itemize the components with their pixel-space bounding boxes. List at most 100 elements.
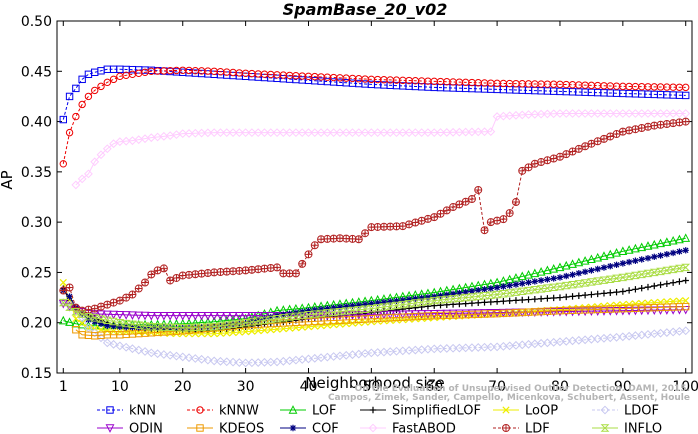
marker-hourglass [216, 322, 225, 330]
data-point-cof [110, 323, 117, 330]
data-point-cof [638, 256, 645, 263]
marker-cross [330, 235, 337, 242]
legend-label: LDOF [624, 404, 659, 419]
data-point-loop [273, 325, 281, 333]
data-point-cof [619, 260, 627, 267]
data-point-fastabod [291, 128, 301, 138]
data-point-inflo [668, 265, 678, 274]
data-point-knn [59, 115, 67, 124]
data-point-fastabod [486, 127, 496, 137]
marker-cross [261, 265, 268, 272]
data-point-loop [336, 320, 344, 328]
marker-hourglass [586, 278, 596, 286]
data-point-fastabod [530, 109, 540, 119]
marker-hourglass [436, 296, 445, 304]
data-point-ldf [505, 209, 514, 218]
data-point-ldof [593, 334, 603, 344]
data-point-inflo [272, 314, 282, 323]
data-point-cof [456, 289, 463, 297]
data-point-odin [159, 311, 169, 321]
data-point-ldof [505, 341, 515, 351]
marker-cross [317, 236, 325, 243]
marker-hourglass [643, 269, 653, 278]
data-point-odin [253, 311, 263, 321]
marker-hourglass [398, 300, 408, 309]
data-point-ldf [474, 185, 483, 194]
marker-cross [619, 128, 627, 135]
data-point-ldof [115, 341, 125, 351]
data-point-inflo [637, 270, 647, 279]
marker-ring [662, 119, 671, 128]
data-point-ldof [675, 326, 684, 336]
marker-cross [431, 213, 438, 221]
data-point-inflo [310, 310, 320, 318]
data-point-odin [461, 309, 471, 319]
data-point-knnw [109, 75, 118, 84]
data-point-fastabod [423, 128, 433, 138]
marker-cross [254, 266, 262, 273]
marker-hourglass [304, 310, 313, 319]
data-point-inflo [134, 321, 144, 329]
marker-hourglass [373, 304, 383, 312]
y-axis-label: AP [0, 170, 16, 189]
data-point-inflo [121, 319, 131, 328]
marker-ring [134, 284, 143, 293]
data-point-cof [594, 265, 601, 273]
data-point-fastabod [593, 109, 603, 118]
x-tick-label: 50 [362, 379, 380, 395]
data-point-simplifiedlof [537, 295, 545, 302]
data-point-ldof [260, 357, 269, 367]
marker-hourglass [505, 289, 515, 297]
data-point-fastabod [272, 128, 282, 138]
marker-hourglass [417, 298, 427, 306]
data-point-lof [605, 249, 615, 259]
marker-cross [166, 277, 174, 284]
data-point-inflo [140, 322, 150, 330]
data-point-cof [418, 294, 425, 302]
data-point-inflo [612, 274, 621, 283]
x-axis-label: Neighborhood size [305, 374, 444, 392]
marker-cross [160, 265, 168, 272]
data-point-cof [676, 248, 683, 255]
data-point-lof [574, 257, 584, 267]
data-point-knnw [78, 100, 86, 109]
data-point-lof [618, 246, 628, 256]
marker-cross [588, 140, 595, 147]
data-point-inflo [618, 273, 628, 282]
data-point-inflo [165, 323, 175, 332]
data-point-lof [561, 260, 571, 270]
data-point-ldof [247, 358, 257, 368]
data-point-inflo [178, 324, 188, 332]
data-point-simplifiedlof [619, 288, 627, 295]
data-point-ldf [662, 119, 671, 128]
data-point-odin [454, 309, 464, 319]
data-point-ldof [96, 333, 106, 343]
data-point-cof [148, 324, 155, 331]
marker-cross [632, 126, 639, 133]
marker-ring [511, 198, 520, 207]
data-point-odin [128, 311, 137, 320]
data-point-ldf [141, 278, 150, 287]
data-point-odin [209, 311, 219, 321]
data-point-fastabod [410, 128, 420, 138]
marker-cross [443, 207, 451, 214]
marker-cross [154, 267, 161, 274]
x-tick-label: 1 [59, 379, 68, 395]
legend-item-fastabod: FastABOD [360, 422, 456, 434]
marker-hourglass [681, 263, 691, 272]
data-point-ldf [59, 286, 68, 295]
data-point-ldf [122, 293, 131, 302]
legend-item-ldf: LDF [493, 422, 550, 434]
data-point-odin [480, 309, 489, 318]
data-point-loop [638, 299, 646, 308]
data-point-ldof [190, 354, 200, 363]
data-point-loop [342, 320, 350, 328]
data-point-fastabod [555, 109, 565, 118]
data-point-lof [637, 242, 647, 252]
data-point-inflo [360, 305, 370, 313]
marker-hourglass [605, 275, 615, 283]
data-point-cof [682, 247, 689, 254]
x-tick-label: 10 [111, 379, 129, 395]
